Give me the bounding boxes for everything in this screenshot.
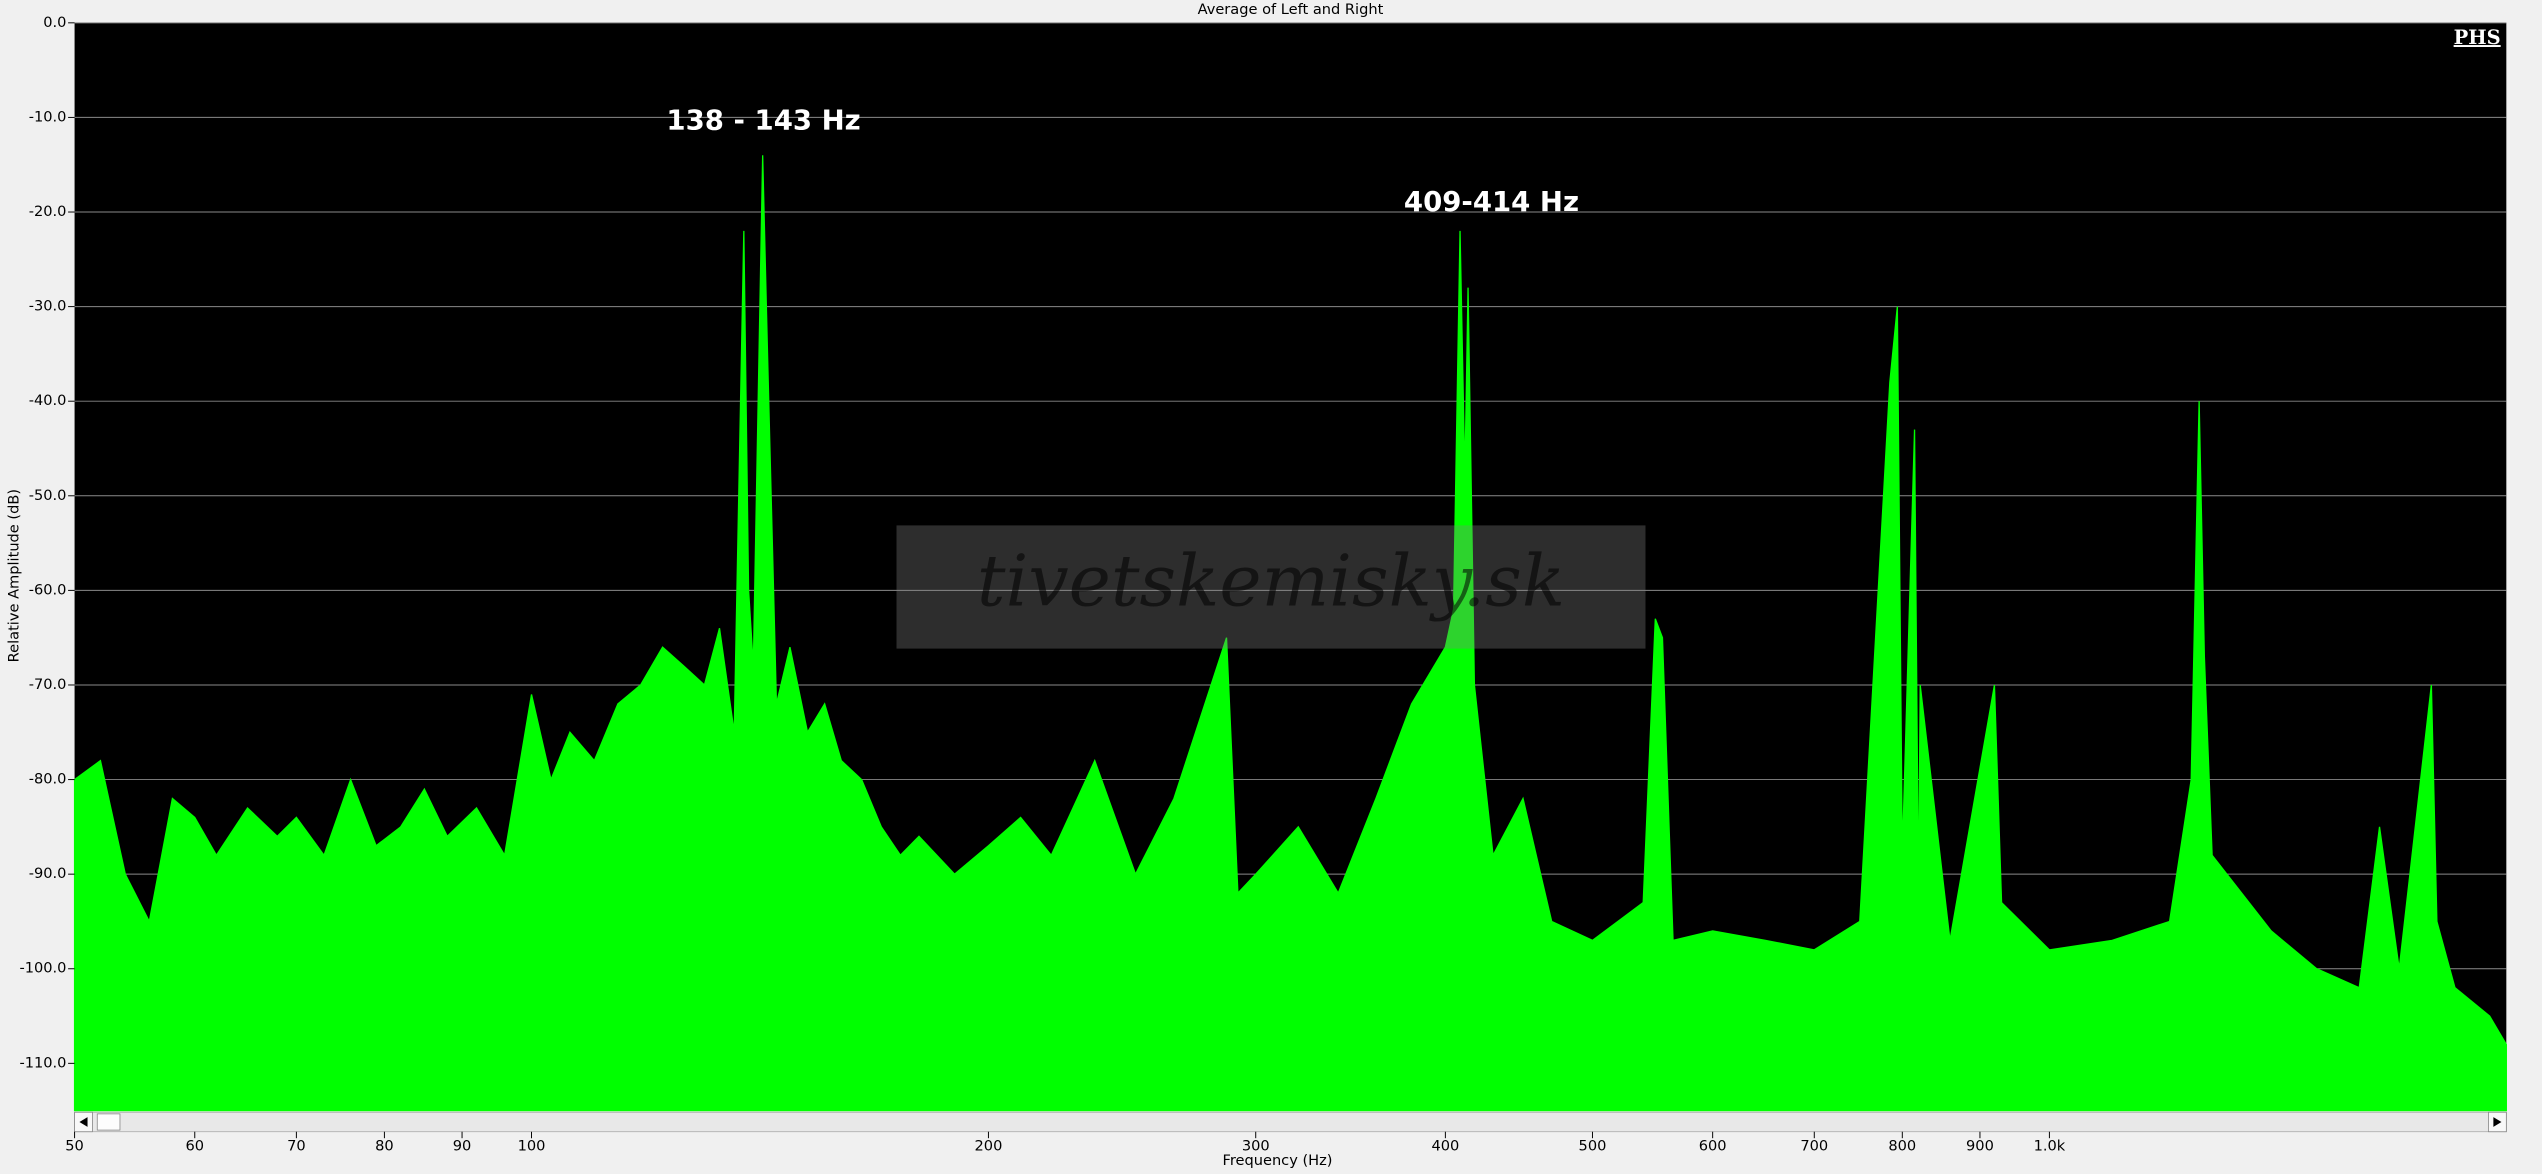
arrow-icon xyxy=(79,1117,88,1127)
y-tick-label: -110.0 xyxy=(19,1054,66,1071)
watermark: tivetskemisky.sk xyxy=(977,540,1565,623)
y-tick-label: -90.0 xyxy=(29,865,67,882)
y-tick-label: -20.0 xyxy=(29,203,67,220)
x-tick-label: 1.0k xyxy=(2034,1137,2066,1154)
x-axis-label: Frequency (Hz) xyxy=(1223,1152,1333,1169)
x-tick-label: 900 xyxy=(1966,1137,1994,1154)
annotation: 409-414 Hz xyxy=(1404,186,1579,218)
y-tick-label: -80.0 xyxy=(29,771,67,788)
chart-title: Average of Left and Right xyxy=(1198,1,1384,18)
spectrum-area xyxy=(73,155,2507,1112)
x-tick-label: 600 xyxy=(1699,1137,1727,1154)
watermark-box xyxy=(896,525,1646,649)
scroll-thumb[interactable] xyxy=(96,1113,121,1131)
x-tick-label: 60 xyxy=(185,1137,204,1154)
y-tick-label: -70.0 xyxy=(29,676,67,693)
annotation: 138 - 143 Hz xyxy=(666,105,860,137)
y-tick-label: -60.0 xyxy=(29,581,67,598)
y-tick-label: -100.0 xyxy=(19,960,66,977)
x-tick-label: 500 xyxy=(1579,1137,1607,1154)
x-tick-label: 700 xyxy=(1800,1137,1828,1154)
x-tick-label: 50 xyxy=(65,1137,84,1154)
x-tick-label: 100 xyxy=(518,1137,546,1154)
x-tick-label: 70 xyxy=(287,1137,306,1154)
y-tick-label: -50.0 xyxy=(29,487,67,504)
x-tick-label: 90 xyxy=(453,1137,472,1154)
y-tick-label: 0.0 xyxy=(43,14,66,31)
arrow-icon xyxy=(2493,1117,2502,1127)
x-tick-label: 400 xyxy=(1431,1137,1459,1154)
y-tick-label: -40.0 xyxy=(29,392,67,409)
x-tick-label: 300 xyxy=(1242,1137,1270,1154)
y-tick-label: -30.0 xyxy=(29,298,67,315)
y-axis-label: Relative Amplitude (dB) xyxy=(6,489,23,662)
data xyxy=(73,155,2507,1112)
y-tick-label: -10.0 xyxy=(29,108,67,125)
logo: PHS xyxy=(2454,26,2501,49)
x-tick-label: 80 xyxy=(375,1137,394,1154)
x-tick-label: 200 xyxy=(975,1137,1003,1154)
x-tick-label: 800 xyxy=(1888,1137,1916,1154)
scrollbar[interactable] xyxy=(74,1111,2507,1133)
